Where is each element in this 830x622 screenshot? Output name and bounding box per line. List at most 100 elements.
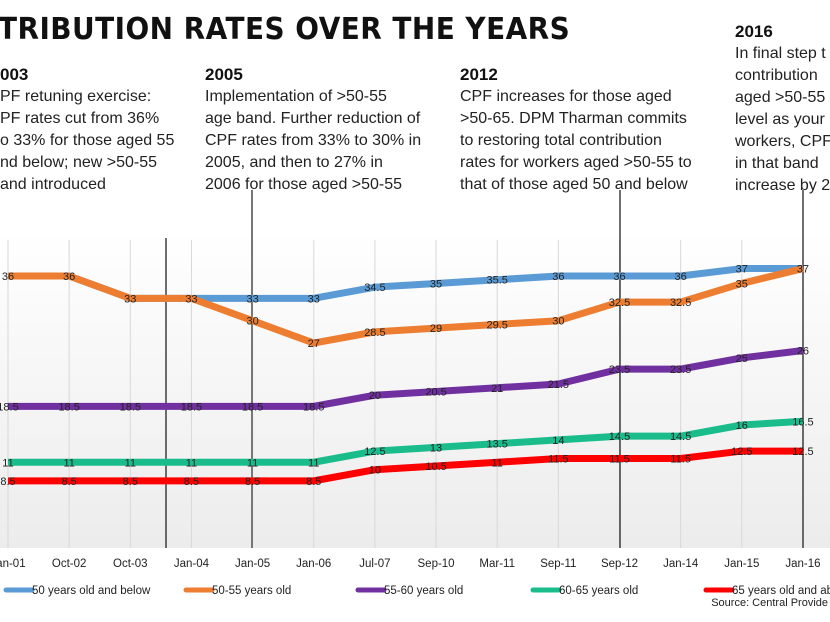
data-label: 18.5 [0, 401, 19, 413]
data-label: 37 [797, 264, 809, 276]
note-year: 2016 [735, 22, 773, 41]
data-label: 11 [2, 457, 13, 469]
data-label: 23.5 [670, 364, 691, 376]
note-line: >50-65. DPM Tharman commits [460, 110, 687, 127]
data-label: 12.5 [792, 446, 813, 458]
x-tick-label: Oct-02 [52, 558, 87, 570]
note-line: level as your [735, 111, 825, 128]
data-label: 33 [185, 293, 197, 305]
note-line: to restoring total contribution [460, 132, 662, 149]
data-label: 36 [675, 271, 687, 283]
x-tick-label: Sep-11 [540, 558, 576, 570]
data-label: 8.5 [245, 476, 260, 488]
note-line: 2005, and then to 27% in [205, 154, 383, 171]
legend-label: 50 years old and below [32, 585, 151, 597]
data-label: 25 [736, 353, 748, 365]
x-tick-label: Sep-10 [418, 558, 455, 570]
x-tick-label: Jan-05 [235, 558, 270, 570]
data-label: 35 [430, 278, 442, 290]
plot-background [0, 230, 830, 548]
data-label: 32.5 [670, 297, 691, 309]
x-tick-label: Jan-15 [724, 558, 759, 570]
note-year: 2012 [460, 65, 498, 84]
data-label: 8.5 [62, 476, 77, 488]
legend-item: 55-60 years old [355, 585, 463, 597]
data-label: 13.5 [486, 439, 507, 451]
data-label: 14.5 [670, 431, 691, 443]
data-label: 20.5 [425, 386, 446, 398]
legend-label: 65 years old and above [732, 585, 830, 597]
source-note: Source: Central Provide [711, 597, 828, 609]
x-tick-label: Sep-12 [601, 558, 638, 570]
data-label: 20 [369, 390, 381, 402]
data-label: 11 [491, 457, 502, 469]
data-label: 12.5 [731, 446, 752, 458]
x-tick-label: Oct-03 [113, 558, 148, 570]
data-label: 21 [491, 383, 503, 395]
data-label: 35.5 [486, 275, 507, 287]
legend-item: 65 years old and above [703, 585, 830, 597]
data-label: 11 [186, 457, 197, 469]
data-label: 36 [63, 271, 75, 283]
legend-label: 50-55 years old [212, 585, 291, 597]
data-label: 12.5 [364, 446, 385, 458]
data-label: 36 [613, 271, 625, 283]
x-tick-label: Jan-04 [174, 558, 210, 570]
data-label: 30 [552, 316, 564, 328]
data-label: 13 [430, 442, 442, 454]
data-label: 18.5 [303, 401, 324, 413]
x-tick-label: Jul-07 [359, 558, 390, 570]
x-tick-label: Jan-16 [785, 558, 820, 570]
data-label: 37 [736, 264, 748, 276]
data-label: 34.5 [364, 282, 385, 294]
x-tick-label: Jan-14 [663, 558, 699, 570]
data-label: 26 [797, 346, 809, 358]
legend-item: 50 years old and below [3, 585, 151, 597]
legend-label: 60-65 years old [559, 585, 638, 597]
note-line: rates for workers aged >50-55 to [460, 154, 692, 171]
data-label: 11.5 [670, 454, 691, 466]
chart-title: TRIBUTION RATES OVER THE YEARS [0, 12, 571, 47]
data-label: 29 [430, 323, 442, 335]
x-tick-label: Jan-06 [296, 558, 331, 570]
series-line [8, 417, 804, 466]
note-line: Implementation of >50-55 [205, 88, 387, 105]
data-label: 10 [369, 465, 381, 477]
data-label: 21.5 [548, 379, 569, 391]
data-label: 18.5 [181, 401, 202, 413]
note-year: 003 [0, 65, 29, 84]
data-label: 14 [552, 435, 564, 447]
data-label: 36 [2, 271, 14, 283]
data-label: 11 [63, 457, 74, 469]
data-label: 33 [308, 293, 320, 305]
note-line: age band. Further reduction of [205, 110, 421, 127]
data-label: 28.5 [364, 327, 385, 339]
note-line: nd below; new >50-55 [0, 154, 157, 171]
data-label: 35 [736, 278, 748, 290]
data-label: 27 [308, 338, 320, 350]
note-line: CPF rates from 33% to 30% in [205, 132, 422, 149]
data-label: 16.5 [792, 416, 813, 428]
data-label: 14.5 [609, 431, 630, 443]
data-label: 16 [736, 420, 748, 432]
note-line: PF retuning exercise: [0, 88, 152, 105]
note-line: in that band [735, 155, 819, 172]
data-label: 11 [308, 457, 319, 469]
note-line: contribution [735, 67, 818, 84]
data-label: 32.5 [609, 297, 630, 309]
note-line: aged >50-55 [735, 89, 826, 106]
data-label: 18.5 [242, 401, 263, 413]
data-label: 10.5 [425, 461, 446, 473]
data-label: 8.5 [0, 476, 15, 488]
data-label: 33 [124, 293, 136, 305]
note-2005: 2005 Implementation of >50-55 age band. … [205, 64, 450, 196]
series-line [8, 447, 803, 485]
data-label: 36 [552, 271, 564, 283]
note-line: CPF increases for those aged [460, 88, 672, 105]
data-label: 18.5 [120, 401, 141, 413]
note-line: workers, CPF [735, 133, 830, 150]
series-line [8, 347, 804, 410]
note-2016: 2016 In final step t contribution aged >… [735, 21, 830, 197]
data-label: 29.5 [486, 319, 507, 331]
